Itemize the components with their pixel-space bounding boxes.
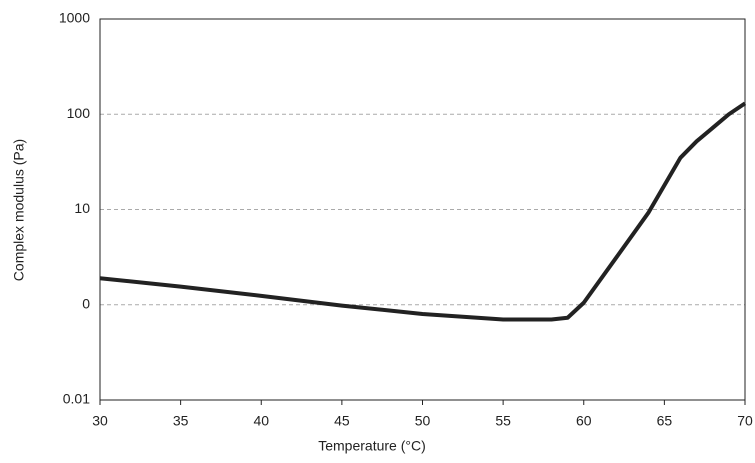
y-tick-label: 0.01 [63, 391, 90, 407]
chart: Temperature (°C) Complex modulus (Pa) 0.… [0, 0, 755, 458]
y-tick-label: 0 [82, 295, 90, 311]
x-tick-label: 40 [253, 413, 269, 429]
x-tick-label: 35 [173, 413, 189, 429]
y-axis-label: Complex modulus (Pa) [11, 139, 27, 281]
x-tick-label: 45 [334, 413, 350, 429]
x-tick-label: 55 [495, 413, 511, 429]
y-tick-label: 10 [74, 200, 90, 216]
x-axis-label: Temperature (°C) [318, 438, 426, 454]
y-tick-label: 1000 [59, 10, 90, 26]
x-tick-label: 65 [657, 413, 673, 429]
x-tick-label: 60 [576, 413, 592, 429]
y-tick-label: 100 [67, 105, 91, 121]
x-tick-label: 50 [415, 413, 431, 429]
x-tick-label: 30 [92, 413, 108, 429]
x-tick-label: 70 [737, 413, 753, 429]
data-line [100, 103, 745, 319]
